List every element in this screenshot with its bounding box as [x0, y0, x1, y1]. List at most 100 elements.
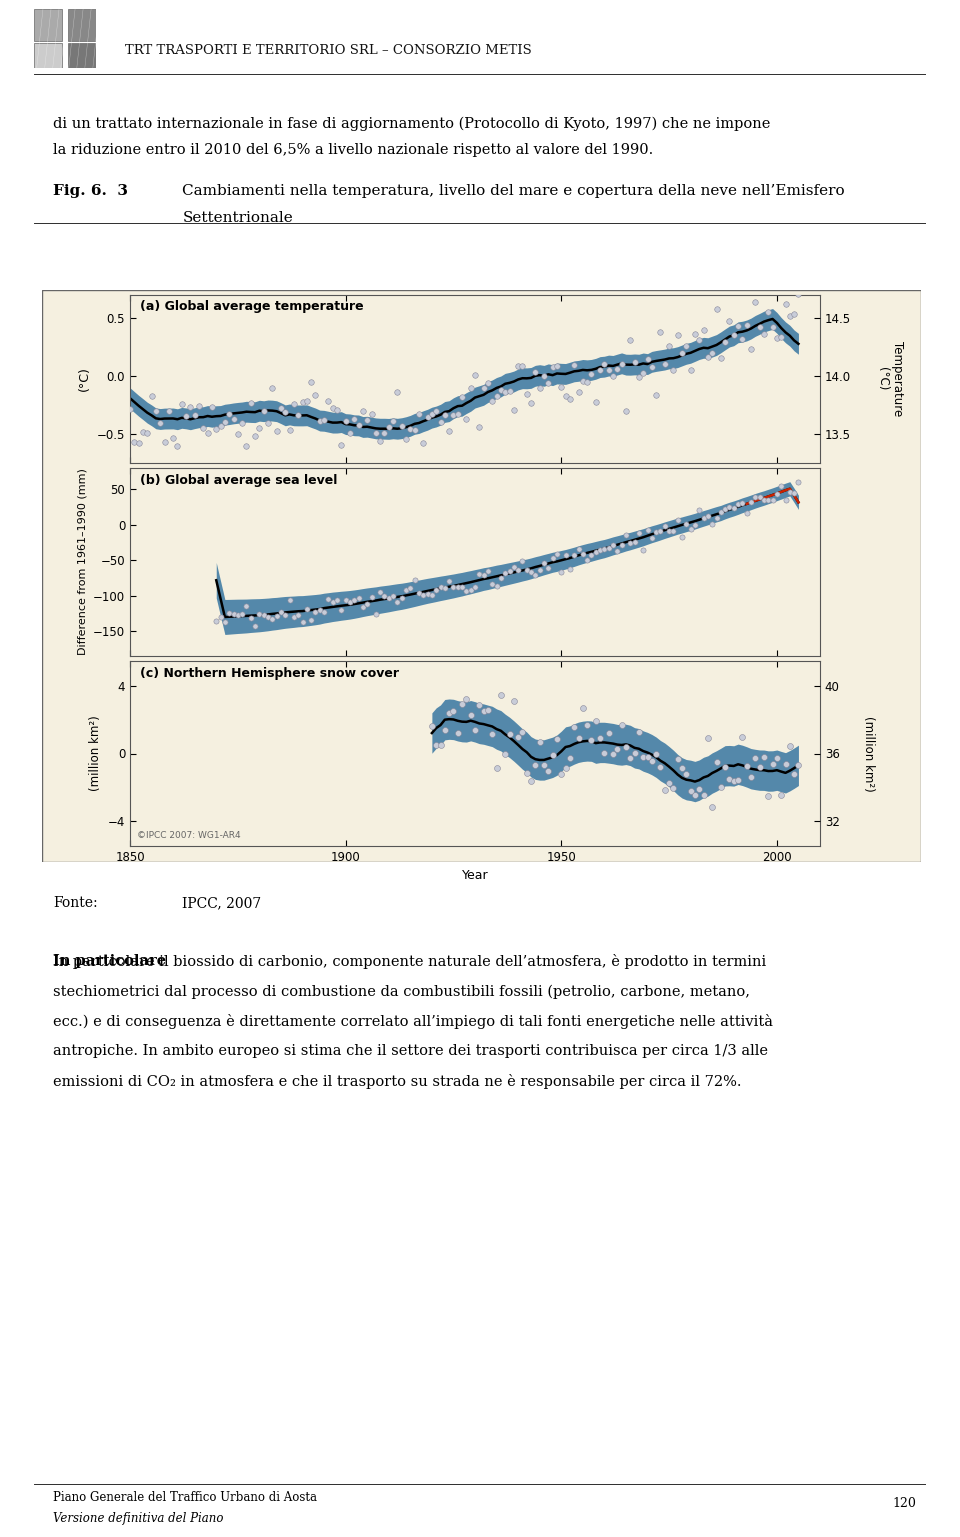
Point — [700, 344, 715, 369]
Point — [601, 358, 616, 383]
Point — [592, 725, 608, 750]
Point — [222, 601, 237, 626]
Point — [679, 761, 694, 785]
Point — [420, 406, 435, 430]
Point — [442, 569, 457, 593]
Point — [778, 487, 793, 512]
Point — [601, 535, 616, 559]
Text: Settentrionale: Settentrionale — [182, 211, 293, 224]
Point — [334, 598, 349, 622]
Point — [372, 579, 388, 604]
Text: (a) Global average temperature: (a) Global average temperature — [140, 300, 364, 314]
Point — [545, 355, 561, 380]
Y-axis label: Temperature
(°C): Temperature (°C) — [876, 341, 904, 417]
Point — [325, 590, 341, 615]
Point — [653, 755, 668, 779]
Point — [437, 718, 452, 742]
Point — [515, 719, 530, 744]
Point — [135, 420, 151, 444]
Point — [683, 358, 698, 383]
Point — [445, 403, 461, 427]
Point — [566, 715, 582, 739]
Point — [648, 383, 663, 407]
Point — [230, 423, 246, 447]
Point — [312, 409, 327, 433]
Point — [274, 395, 289, 420]
Point — [748, 745, 763, 770]
Point — [532, 730, 547, 755]
Point — [580, 713, 595, 738]
Point — [623, 327, 638, 352]
Point — [731, 768, 746, 793]
Point — [277, 603, 293, 627]
Point — [407, 567, 422, 592]
Point — [265, 377, 280, 401]
Point — [217, 610, 232, 635]
Point — [208, 609, 224, 633]
Point — [485, 572, 500, 596]
Point — [683, 516, 698, 541]
Point — [734, 490, 750, 515]
Point — [752, 755, 767, 779]
Point — [722, 495, 737, 520]
Point — [786, 481, 802, 506]
Point — [717, 330, 732, 355]
Point — [317, 407, 332, 432]
Point — [618, 400, 634, 424]
Point — [752, 315, 767, 340]
Point — [606, 742, 621, 767]
Point — [653, 520, 668, 544]
Point — [239, 433, 254, 458]
Point — [752, 484, 767, 509]
Point — [424, 403, 440, 427]
Point — [424, 583, 440, 607]
Point — [683, 778, 698, 802]
Point — [653, 320, 668, 344]
Point — [588, 389, 604, 413]
Point — [791, 752, 806, 776]
Point — [644, 526, 660, 550]
Point — [433, 575, 448, 599]
Text: TRT TRASPORTI E TERRITORIO SRL – CONSORZIO METIS: TRT TRASPORTI E TERRITORIO SRL – CONSORZ… — [125, 45, 532, 57]
Point — [329, 397, 345, 421]
Point — [726, 496, 741, 521]
Text: Versione definitiva del Piano: Versione definitiva del Piano — [53, 1512, 224, 1525]
Point — [670, 507, 685, 532]
Point — [549, 543, 564, 567]
Point — [252, 417, 267, 441]
Point — [657, 778, 672, 802]
Point — [584, 361, 599, 386]
Point — [127, 430, 142, 455]
X-axis label: Year: Year — [462, 870, 489, 882]
Point — [351, 586, 367, 610]
Point — [644, 355, 660, 380]
Point — [347, 587, 362, 612]
Point — [471, 415, 487, 440]
Point — [726, 323, 741, 347]
Point — [200, 421, 215, 446]
Point — [226, 407, 241, 432]
Point — [778, 752, 793, 776]
Point — [385, 409, 400, 433]
Point — [597, 741, 612, 765]
Point — [743, 765, 758, 790]
Bar — [68, 43, 96, 68]
Point — [256, 603, 272, 627]
Y-axis label: (million km²): (million km²) — [862, 716, 875, 792]
Text: Piano Generale del Traffico Urbano di Aosta: Piano Generale del Traffico Urbano di Ao… — [53, 1491, 317, 1503]
Point — [213, 606, 228, 630]
Point — [394, 586, 409, 610]
Point — [713, 775, 729, 799]
Point — [480, 559, 495, 584]
Point — [648, 742, 663, 767]
Point — [657, 513, 672, 538]
Point — [476, 563, 492, 587]
Point — [549, 727, 564, 752]
Point — [286, 392, 301, 417]
Point — [644, 749, 660, 773]
Point — [131, 430, 146, 455]
Point — [385, 584, 400, 609]
Point — [274, 599, 289, 624]
Point — [708, 297, 724, 321]
Point — [563, 387, 578, 412]
